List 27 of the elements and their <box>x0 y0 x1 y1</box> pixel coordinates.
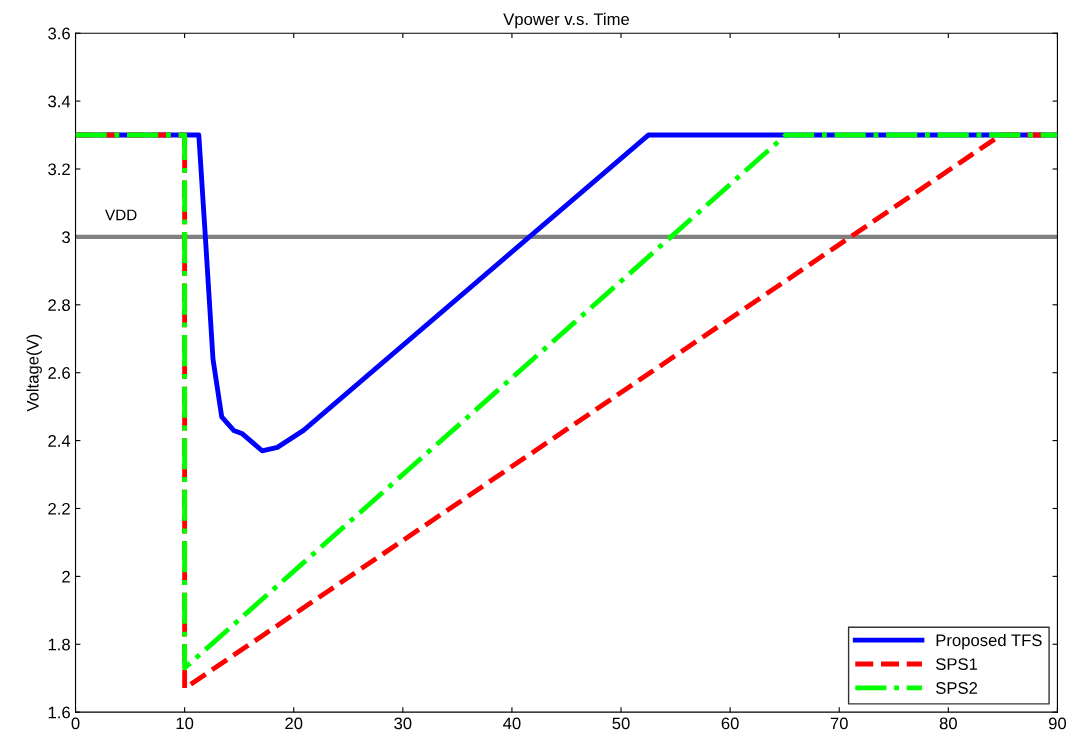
y-axis-title: Voltage(V) <box>26 334 42 412</box>
legend-label: SPS2 <box>936 682 978 694</box>
y-tick-label: 1.8 <box>48 638 70 651</box>
ref-line-label: VDD <box>105 209 137 221</box>
x-tick-label: 50 <box>612 717 630 730</box>
y-tick-label: 2 <box>62 570 70 583</box>
y-tick-label: 2.8 <box>48 299 70 311</box>
legend-label: SPS1 <box>936 658 978 671</box>
x-tick-label: 40 <box>503 717 521 730</box>
y-tick-label: 1.6 <box>48 706 70 719</box>
y-tick-label: 3 <box>62 231 70 244</box>
chart-title: Vpower v.s. Time <box>503 12 630 29</box>
x-tick-label: 10 <box>176 717 194 730</box>
legend-label: Proposed TFS <box>936 633 1042 650</box>
x-tick-label: 30 <box>394 717 412 730</box>
x-tick-label: 90 <box>1048 717 1067 730</box>
x-tick-label: 70 <box>830 717 848 730</box>
y-tick-label: 2.4 <box>48 434 71 447</box>
y-tick-label: 2.6 <box>48 367 70 379</box>
x-tick-label: 0 <box>71 717 80 730</box>
x-tick-label: 80 <box>939 717 957 730</box>
x-tick-label: 20 <box>285 717 303 730</box>
y-tick-label: 3.2 <box>48 163 70 176</box>
y-tick-label: 3.4 <box>48 95 71 108</box>
y-tick-label: 2.2 <box>48 502 70 515</box>
x-tick-label: 60 <box>721 717 739 730</box>
y-tick-label: 3.6 <box>48 27 70 40</box>
